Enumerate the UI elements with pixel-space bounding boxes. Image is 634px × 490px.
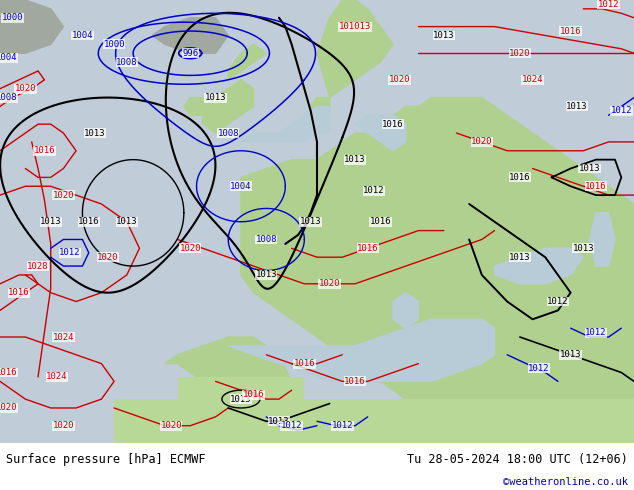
- Text: 1020: 1020: [0, 403, 17, 413]
- Text: 1004: 1004: [230, 182, 252, 191]
- Text: 1020: 1020: [53, 421, 74, 430]
- Polygon shape: [0, 0, 63, 53]
- Bar: [178, 377, 304, 443]
- Text: 1016: 1016: [0, 368, 17, 377]
- Polygon shape: [228, 319, 495, 381]
- Polygon shape: [317, 0, 393, 98]
- Polygon shape: [165, 337, 292, 408]
- Text: 1016: 1016: [357, 244, 378, 253]
- Text: Tu 28-05-2024 18:00 UTC (12+06): Tu 28-05-2024 18:00 UTC (12+06): [407, 453, 628, 466]
- Text: 1012: 1012: [528, 364, 550, 372]
- Text: 1013: 1013: [230, 394, 252, 404]
- Text: 1000: 1000: [2, 13, 23, 22]
- Text: Surface pressure [hPa] ECMWF: Surface pressure [hPa] ECMWF: [6, 453, 206, 466]
- Polygon shape: [355, 115, 406, 151]
- Text: 1020: 1020: [319, 279, 340, 288]
- Text: 1012: 1012: [598, 0, 619, 9]
- Text: 1020: 1020: [160, 421, 182, 430]
- Text: 1016: 1016: [294, 359, 315, 368]
- Text: 1012: 1012: [59, 248, 81, 257]
- Polygon shape: [0, 443, 634, 488]
- Text: 1020: 1020: [389, 75, 410, 84]
- Polygon shape: [203, 80, 254, 133]
- Text: 1013: 1013: [509, 253, 531, 262]
- Polygon shape: [241, 98, 634, 443]
- Text: 1013: 1013: [579, 164, 600, 173]
- Text: 1024: 1024: [46, 372, 68, 381]
- Text: 1012: 1012: [585, 328, 607, 337]
- Text: 1013: 1013: [566, 102, 588, 111]
- Text: 1020: 1020: [53, 191, 74, 199]
- Text: 1020: 1020: [471, 137, 493, 147]
- Text: 1012: 1012: [332, 421, 353, 430]
- Text: 1008: 1008: [217, 128, 239, 138]
- Text: 1008: 1008: [116, 58, 138, 67]
- Text: 1013: 1013: [116, 217, 138, 226]
- Bar: [114, 399, 634, 443]
- Polygon shape: [228, 44, 266, 80]
- Text: 1013: 1013: [300, 217, 321, 226]
- Text: ©weatheronline.co.uk: ©weatheronline.co.uk: [503, 477, 628, 487]
- Text: 1013: 1013: [433, 31, 455, 40]
- Polygon shape: [241, 106, 330, 142]
- Text: 1004: 1004: [72, 31, 93, 40]
- Text: 1016: 1016: [344, 377, 366, 386]
- Text: 1016: 1016: [78, 217, 100, 226]
- Text: 1013: 1013: [573, 244, 594, 253]
- Text: 1013: 1013: [256, 270, 277, 279]
- Polygon shape: [152, 18, 228, 53]
- Text: 1013: 1013: [560, 350, 581, 359]
- Text: 1020: 1020: [179, 244, 201, 253]
- Text: 1004: 1004: [0, 53, 17, 62]
- Text: 1016: 1016: [8, 288, 30, 297]
- Text: 1016: 1016: [370, 217, 391, 226]
- Text: 1016: 1016: [560, 26, 581, 36]
- Polygon shape: [184, 98, 209, 115]
- Text: 1013: 1013: [40, 217, 61, 226]
- Text: 1013: 1013: [344, 155, 366, 164]
- Polygon shape: [495, 248, 583, 284]
- Text: 1024: 1024: [522, 75, 543, 84]
- Text: 1016: 1016: [509, 173, 531, 182]
- Text: 1016: 1016: [382, 120, 404, 129]
- Text: 1016: 1016: [585, 182, 607, 191]
- Text: 1020: 1020: [97, 253, 119, 262]
- Text: 1024: 1024: [53, 333, 74, 342]
- Text: 1013: 1013: [205, 93, 226, 102]
- Polygon shape: [311, 98, 330, 115]
- Text: 1013: 1013: [84, 128, 106, 138]
- Text: 1012: 1012: [363, 186, 385, 195]
- Text: 1013: 1013: [268, 417, 290, 426]
- Text: 1000: 1000: [103, 40, 125, 49]
- Text: 1028: 1028: [27, 262, 49, 270]
- Text: 1020: 1020: [15, 84, 36, 93]
- Text: 1016: 1016: [243, 390, 264, 399]
- Text: 996: 996: [182, 49, 198, 58]
- Text: 1016: 1016: [34, 147, 55, 155]
- Text: 1012: 1012: [547, 297, 569, 306]
- Polygon shape: [393, 293, 418, 328]
- Text: 1012: 1012: [281, 421, 302, 430]
- Text: 101013: 101013: [339, 22, 371, 31]
- Text: 1020: 1020: [509, 49, 531, 58]
- Text: 1012: 1012: [611, 106, 632, 115]
- Polygon shape: [590, 213, 615, 266]
- Text: 1008: 1008: [0, 93, 17, 102]
- Text: 1008: 1008: [256, 235, 277, 244]
